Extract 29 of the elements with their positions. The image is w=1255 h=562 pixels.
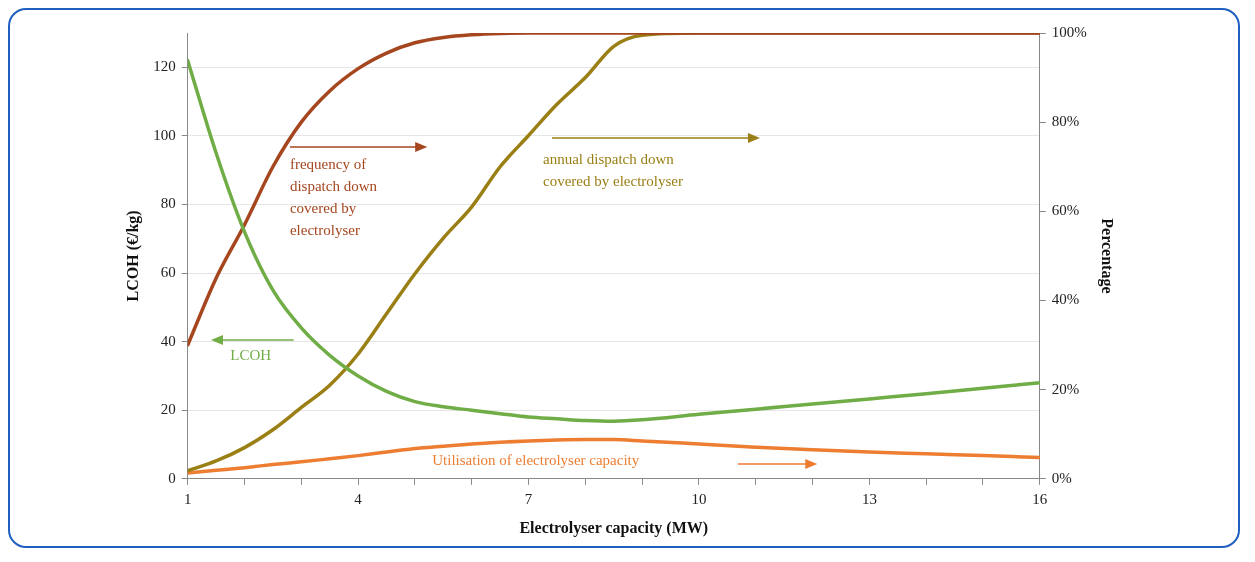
annotation: Utilisation of electrolyser capacity	[432, 451, 640, 468]
line-series	[187, 33, 1040, 347]
y-tick-label: 120	[153, 58, 176, 75]
y-tick-label: 20	[160, 401, 176, 418]
x-tick-label: 7	[524, 490, 533, 507]
y-tick-label: 100	[153, 126, 176, 143]
y2-axis-title: Percentage	[1098, 218, 1117, 294]
x-tick-label: 1	[183, 490, 192, 507]
y2-tick-label: 40%	[1051, 291, 1080, 308]
x-tick-label: 4	[354, 490, 363, 507]
y-axis-title: LCOH (€/kg)	[123, 210, 142, 302]
y-tick-label: 80	[160, 195, 176, 212]
y2-tick-label: 60%	[1051, 202, 1080, 219]
x-axis-title: Electrolyser capacity (MW)	[519, 518, 709, 537]
x-tick-label: 13	[861, 490, 877, 507]
y2-tick-label: 20%	[1051, 380, 1080, 397]
y-tick-label: 40	[160, 332, 176, 349]
y2-tick-label: 0%	[1051, 469, 1072, 486]
annotation: LCOH	[230, 346, 272, 363]
y-tick-label: 0	[168, 469, 176, 486]
line-series	[187, 58, 1040, 423]
y2-tick-label: 100%	[1051, 23, 1087, 40]
x-tick-label: 10	[691, 490, 707, 507]
annotation: frequency of dispatch down covered by electrolyser	[289, 155, 378, 238]
y-tick-label: 60	[160, 263, 176, 280]
annotation: annual dispatch down covered by electrolyser	[543, 150, 683, 189]
x-tick-label: 16	[1032, 490, 1048, 507]
y2-tick-label: 80%	[1051, 113, 1080, 130]
line-series	[187, 437, 1040, 475]
